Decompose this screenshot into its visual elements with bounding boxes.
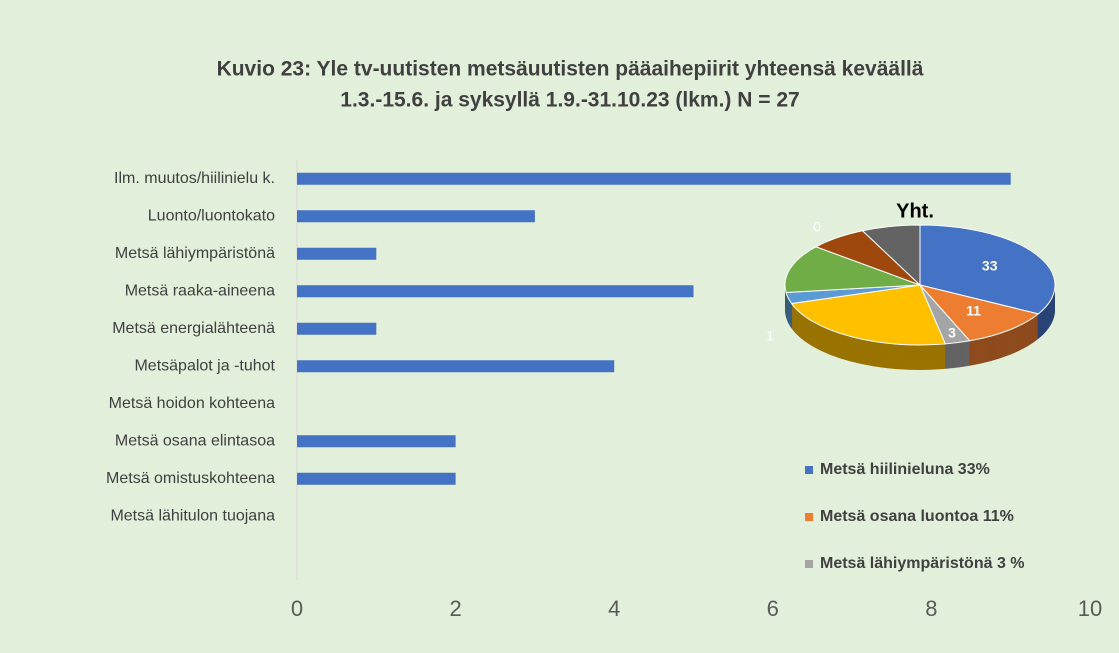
- pie-slice: [919, 224, 1056, 315]
- x-tick-label: 4: [608, 596, 620, 621]
- bar: [297, 322, 377, 335]
- legend-label: Metsä lähiympäristönä 3 %: [820, 555, 1025, 572]
- bar: [297, 285, 694, 298]
- legend-swatch: [805, 560, 813, 568]
- pie-slice: [861, 224, 921, 287]
- chart-title: Kuvio 23: Yle tv-uutisten metsäuutisten …: [217, 58, 924, 81]
- x-tick-label: 8: [925, 596, 937, 621]
- y-tick-label: Metsä hoidon kohteena: [109, 395, 275, 412]
- legend-label: Metsä osana luontoa 11%: [820, 508, 1014, 525]
- legend-label: Metsä hiilinieluna 33%: [820, 461, 990, 478]
- y-tick-label: Metsäpalot ja -tuhot: [134, 357, 275, 374]
- chart-subtitle: 1.3.-15.6. ja syksyllä 1.9.-31.10.23 (lk…: [340, 89, 799, 112]
- x-tick-label: 6: [767, 596, 779, 621]
- bar: [297, 435, 456, 448]
- data-label: 11: [966, 303, 981, 319]
- data-label: 3: [948, 325, 956, 341]
- y-tick-label: Metsä omistuskohteena: [106, 470, 275, 487]
- x-tick-label: 2: [449, 596, 461, 621]
- data-label: 33: [982, 257, 998, 273]
- pie-slice: [918, 284, 1040, 342]
- annotation: 1: [766, 328, 774, 344]
- y-tick-label: Metsä lähitulon tuojana: [110, 507, 275, 524]
- y-tick-label: Metsä energialähteenä: [112, 320, 275, 337]
- pie-slice: [784, 246, 921, 294]
- annotation: 0: [813, 219, 821, 235]
- bar: [297, 172, 1011, 185]
- pie-slice: [790, 284, 947, 346]
- bar: [297, 247, 377, 260]
- legend-swatch: [805, 466, 813, 474]
- y-tick-label: Metsä lähiympäristönä: [115, 245, 275, 262]
- y-tick-label: Metsä osana elintasoa: [115, 432, 275, 449]
- y-tick-label: Ilm. muutos/hiilinielu k.: [114, 170, 275, 187]
- pie-title: Yht.: [896, 200, 934, 222]
- bar: [297, 360, 615, 373]
- x-tick-label: 0: [291, 596, 303, 621]
- y-tick-label: Luonto/luontokato: [148, 207, 275, 224]
- bar: [297, 472, 456, 485]
- y-tick-label: Metsä raaka-aineena: [125, 282, 275, 299]
- bar: [297, 210, 535, 223]
- legend-swatch: [805, 513, 813, 521]
- x-tick-label: 10: [1078, 596, 1102, 621]
